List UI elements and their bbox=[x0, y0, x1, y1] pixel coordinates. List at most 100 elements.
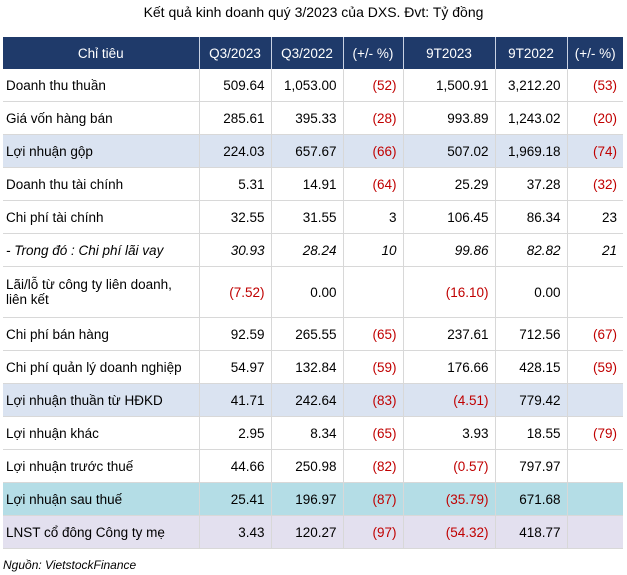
table-cell: 3.93 bbox=[402, 416, 495, 450]
row-label: Chi phí tài chính bbox=[3, 200, 199, 234]
table-cell: 237.61 bbox=[402, 317, 495, 351]
table-cell: (16.10) bbox=[402, 266, 495, 318]
row-label: LNST cổ đông Công ty mẹ bbox=[3, 515, 199, 549]
table-cell: (32) bbox=[566, 167, 623, 201]
table-cell: 993.89 bbox=[402, 101, 495, 135]
table-cell bbox=[342, 266, 403, 318]
table-cell: (59) bbox=[342, 350, 403, 384]
column-header: Chỉ tiêu bbox=[3, 37, 199, 69]
table-cell: 395.33 bbox=[270, 101, 343, 135]
table-cell: 507.02 bbox=[402, 134, 495, 168]
table-cell: (67) bbox=[566, 317, 623, 351]
table-cell: 92.59 bbox=[198, 317, 271, 351]
table-cell: 509.64 bbox=[198, 69, 271, 102]
table-cell: 99.86 bbox=[402, 233, 495, 267]
table-cell: 418.77 bbox=[494, 515, 567, 549]
table-cell: (59) bbox=[566, 350, 623, 384]
table-cell: (53) bbox=[566, 69, 623, 102]
table-cell: (82) bbox=[342, 449, 403, 483]
table-title: Kết quả kinh doanh quý 3/2023 của DXS. Đ… bbox=[143, 4, 484, 20]
table-cell bbox=[566, 515, 623, 549]
column-header: 9T2022 bbox=[494, 37, 567, 69]
table-cell: 1,243.02 bbox=[494, 101, 567, 135]
table-cell: 1,500.91 bbox=[402, 69, 495, 102]
table-cell bbox=[566, 482, 623, 516]
table-cell: 1,969.18 bbox=[494, 134, 567, 168]
table-cell: 31.55 bbox=[270, 200, 343, 234]
table-cell: 14.91 bbox=[270, 167, 343, 201]
business-results-table: Chỉ tiêu Q3/2023 Q3/2022 (+/- %) 9T2023 9T202… bbox=[3, 37, 623, 549]
table-cell: 265.55 bbox=[270, 317, 343, 351]
table-cell: (20) bbox=[566, 101, 623, 135]
table-cell: (83) bbox=[342, 383, 403, 417]
table-cell: 250.98 bbox=[270, 449, 343, 483]
table-cell: 0.00 bbox=[494, 266, 567, 318]
table-cell: (74) bbox=[566, 134, 623, 168]
column-header: Q3/2022 bbox=[270, 37, 343, 69]
table-cell: 176.66 bbox=[402, 350, 495, 384]
table-cell: (4.51) bbox=[402, 383, 495, 417]
table-cell: 25.29 bbox=[402, 167, 495, 201]
table-cell: 196.97 bbox=[270, 482, 343, 516]
table-cell: 44.66 bbox=[198, 449, 271, 483]
column-header: (+/- %) bbox=[342, 37, 403, 69]
table-row: LNST cổ đông Công ty mẹ 3.43 120.27 (97) (54… bbox=[3, 515, 623, 549]
table-cell: 5.31 bbox=[198, 167, 271, 201]
row-label: Lợi nhuận khác bbox=[3, 416, 199, 450]
row-label: Doanh thu tài chính bbox=[3, 167, 199, 201]
table-cell: 10 bbox=[342, 233, 403, 267]
table-cell: (28) bbox=[342, 101, 403, 135]
table-cell: 8.34 bbox=[270, 416, 343, 450]
table-cell: (64) bbox=[342, 167, 403, 201]
table-cell: 671.68 bbox=[494, 482, 567, 516]
row-label: Chi phí quản lý doanh nghiệp bbox=[3, 350, 199, 384]
table-cell: (7.52) bbox=[198, 266, 271, 318]
row-label: Chi phí bán hàng bbox=[3, 317, 199, 351]
table-cell: 25.41 bbox=[198, 482, 271, 516]
table-cell: 28.24 bbox=[270, 233, 343, 267]
column-header: 9T2023 bbox=[402, 37, 495, 69]
source-note: Nguồn: VietstockFinance bbox=[3, 558, 137, 572]
row-label: Giá vốn hàng bán bbox=[3, 101, 199, 135]
row-label: Lợi nhuận thuần từ HĐKD bbox=[3, 383, 199, 417]
table-cell bbox=[566, 266, 623, 318]
table-cell: (52) bbox=[342, 69, 403, 102]
table-row: Lợi nhuận trước thuế 44.66 250.98 (82) (0.57… bbox=[3, 449, 623, 483]
table-row: Lãi/lỗ từ công ty liên doanh, liên kết (7… bbox=[3, 266, 623, 318]
table-row: Doanh thu tài chính 5.31 14.91 (64) 25.29 37.… bbox=[3, 167, 623, 201]
table-cell: 285.61 bbox=[198, 101, 271, 135]
table-cell: 1,053.00 bbox=[270, 69, 343, 102]
table-cell: (54.32) bbox=[402, 515, 495, 549]
table-row: Lợi nhuận thuần từ HĐKD 41.71 242.64 (83) (4… bbox=[3, 383, 623, 417]
column-header: (+/- %) bbox=[566, 37, 623, 69]
table-cell: (97) bbox=[342, 515, 403, 549]
table-cell bbox=[566, 383, 623, 417]
table-body: Doanh thu thuần 509.64 1,053.00 (52) 1,500.9… bbox=[3, 69, 623, 549]
table-cell: 3.43 bbox=[198, 515, 271, 549]
table-row: Chi phí bán hàng 92.59 265.55 (65) 237.61 712… bbox=[3, 317, 623, 351]
table-cell: 3,212.20 bbox=[494, 69, 567, 102]
table-cell: 120.27 bbox=[270, 515, 343, 549]
table-cell: 428.15 bbox=[494, 350, 567, 384]
table-row: Doanh thu thuần 509.64 1,053.00 (52) 1,500.9… bbox=[3, 69, 623, 102]
table-row: Lợi nhuận khác 2.95 8.34 (65) 3.93 18.55 (79) bbox=[3, 416, 623, 450]
table-cell bbox=[566, 449, 623, 483]
table-cell: (79) bbox=[566, 416, 623, 450]
table-row: Chi phí tài chính 32.55 31.55 3 106.45 86.34 2… bbox=[3, 200, 623, 234]
table-cell: 106.45 bbox=[402, 200, 495, 234]
table-cell: (65) bbox=[342, 317, 403, 351]
table-cell: (66) bbox=[342, 134, 403, 168]
table-cell: 2.95 bbox=[198, 416, 271, 450]
table-cell: 18.55 bbox=[494, 416, 567, 450]
row-label: Lợi nhuận trước thuế bbox=[3, 449, 199, 483]
table-cell: 86.34 bbox=[494, 200, 567, 234]
row-label: - Trong đó : Chi phí lãi vay bbox=[3, 233, 199, 267]
table-cell: 242.64 bbox=[270, 383, 343, 417]
row-label: Lãi/lỗ từ công ty liên doanh, liên kết bbox=[3, 266, 199, 318]
table-cell: (0.57) bbox=[402, 449, 495, 483]
table-cell: (35.79) bbox=[402, 482, 495, 516]
table-cell: 82.82 bbox=[494, 233, 567, 267]
row-label: Lợi nhuận gộp bbox=[3, 134, 199, 168]
row-label: Lợi nhuận sau thuế bbox=[3, 482, 199, 516]
table-cell: (87) bbox=[342, 482, 403, 516]
